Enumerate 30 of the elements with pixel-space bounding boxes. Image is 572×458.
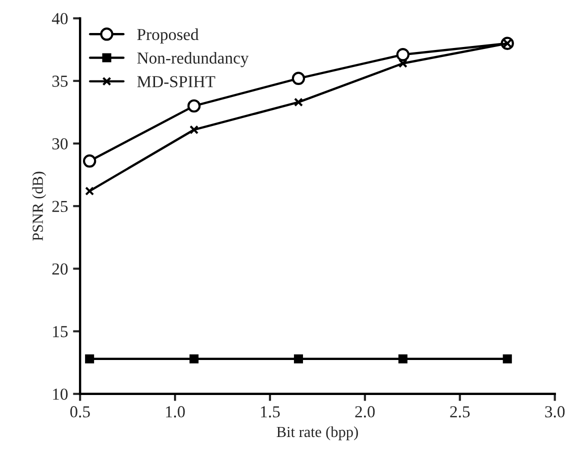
x-tick-label: 1.5: [261, 406, 280, 418]
point: [294, 98, 303, 107]
y-tick-label: 25: [52, 200, 68, 212]
x-tick-label: 1.0: [166, 406, 185, 418]
point: [396, 48, 410, 62]
point: [85, 354, 94, 364]
y-tick-label: 35: [52, 76, 68, 87]
point: [187, 99, 201, 113]
x-tick-label: 2.5: [450, 406, 470, 418]
y-tick-label: 20: [52, 263, 68, 275]
point: [190, 125, 199, 134]
point: [398, 354, 408, 364]
point: [82, 154, 96, 168]
y-axis-title: PSNR (dB): [32, 172, 46, 241]
legend-label: MD-SPIHT: [137, 76, 216, 88]
x-tick-label: 2.0: [355, 406, 375, 418]
x-tick-label: 0.5: [70, 406, 90, 418]
x-tick-label: 3.0: [545, 406, 565, 418]
legend-label: Non-redundancy: [137, 52, 249, 68]
point: [294, 354, 303, 364]
y-tick-label: 30: [52, 138, 68, 150]
point: [190, 354, 199, 364]
x-axis-title: Bit rate (bpp): [276, 426, 358, 440]
legend-label: Proposed: [137, 28, 199, 44]
point: [292, 72, 306, 86]
y-tick-label: 15: [53, 326, 68, 338]
point: [502, 354, 512, 364]
point: [85, 186, 94, 196]
y-tick-label: 40: [52, 13, 68, 24]
y-tick-label: 10: [53, 388, 68, 400]
